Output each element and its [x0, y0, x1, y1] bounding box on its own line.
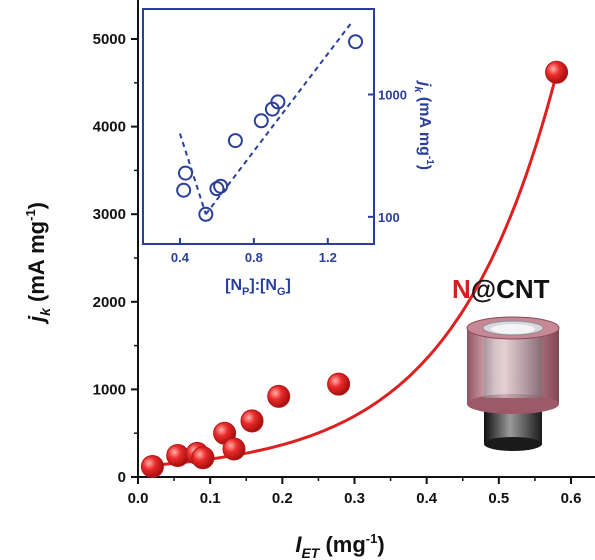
inset-trend-lines — [179, 21, 353, 215]
inset-x-tick-label: 0.4 — [171, 250, 190, 265]
y-tick-label: 1000 — [93, 381, 126, 398]
inset-data-point — [270, 94, 286, 110]
inset-x-title-a: [N — [225, 277, 242, 294]
y-axis-title-main: j — [24, 315, 49, 325]
inset-data-point — [348, 34, 364, 50]
y-tick-label: 0 — [118, 469, 126, 486]
y-axis-title-sup: -1 — [23, 209, 38, 221]
inset-data-point — [227, 133, 243, 149]
x-axis-title: IET (mg-1) — [295, 531, 384, 560]
x-tick-label: 0.1 — [200, 490, 221, 507]
data-point — [191, 446, 215, 470]
x-tick-label: 0.4 — [416, 490, 438, 507]
inset-data-points — [176, 34, 364, 222]
x-axis-title-sup: -1 — [366, 531, 378, 546]
inset-x-tick-label: 1.2 — [319, 250, 337, 265]
inset-y-title-rest: (mA mg — [416, 92, 433, 155]
legend-label-rest: @CNT — [471, 274, 550, 304]
nanotube-icon — [466, 316, 560, 451]
inset-y-tick-label: 1000 — [378, 88, 407, 103]
x-axis-title-rest: (mg — [319, 532, 365, 557]
x-axis-title-sub: ET — [301, 545, 320, 560]
inset-x-title-c: ] — [286, 277, 291, 294]
inset-chart: 0.4 0.8 1.2 100 1000 [NP]:[NG] jk (mA mg-1) — [142, 8, 435, 298]
main-axes — [137, 0, 595, 478]
fit-curve — [152, 73, 559, 467]
data-point — [545, 60, 569, 84]
x-tick-label: 0.5 — [488, 490, 509, 507]
inset-y-title-main: j — [416, 80, 433, 87]
data-point — [240, 409, 264, 433]
y-axis-title-rest: (mA mg — [24, 221, 49, 308]
y-tick-label: 5000 — [93, 31, 126, 48]
data-point — [327, 372, 351, 396]
y-axis-title-close: ) — [24, 202, 49, 209]
inset-x-title-sub1: P — [242, 286, 249, 298]
inset-trend-line — [205, 21, 353, 215]
y-axis-title-sub: k — [37, 307, 53, 316]
inset-y-title-sup: -1 — [424, 156, 435, 165]
x-tick-label: 0.3 — [344, 490, 365, 507]
data-point — [267, 384, 291, 408]
inset-y-tick-label: 100 — [378, 210, 400, 225]
inset-x-title-sub2: G — [277, 286, 286, 298]
y-tick-label: 2000 — [93, 294, 126, 311]
main-data-points — [140, 60, 569, 478]
inset-data-point — [176, 182, 192, 198]
inset-x-axis-title: [NP]:[NG] — [225, 277, 291, 298]
legend-label: N@CNT — [452, 274, 550, 304]
x-axis-title-close: ) — [377, 532, 384, 557]
inset-data-point — [253, 113, 269, 129]
data-point — [222, 437, 246, 461]
x-tick-label: 0.0 — [128, 490, 149, 507]
x-tick-label: 0.2 — [272, 490, 293, 507]
inset-data-point — [209, 181, 225, 197]
legend-label-prefix: N — [452, 274, 471, 304]
x-axis-title-main: I — [295, 532, 302, 557]
x-tick-label: 0.6 — [561, 490, 582, 507]
inset-x-title-b: ]:[N — [249, 277, 277, 294]
data-point — [166, 444, 190, 468]
inset-data-point — [178, 165, 194, 181]
y-tick-label: 3000 — [93, 206, 126, 223]
inset-y-title-close: ) — [416, 165, 433, 170]
y-axis-title: jk (mA mg-1) — [23, 202, 53, 325]
inset-x-tick-label: 0.8 — [245, 250, 263, 265]
inset-y-axis-title: jk (mA mg-1) — [412, 80, 435, 170]
main-tick-labels: 0.0 0.1 0.2 0.3 0.4 0.5 0.6 0 1000 2000 3000 4000 50… — [93, 31, 582, 507]
inset-data-point — [213, 178, 229, 194]
inset-data-point — [198, 206, 214, 222]
y-tick-label: 4000 — [93, 119, 126, 136]
inset-y-title-sub: k — [412, 86, 424, 93]
data-point — [140, 454, 164, 478]
inset-tick-labels: 0.4 0.8 1.2 100 1000 — [171, 88, 407, 265]
